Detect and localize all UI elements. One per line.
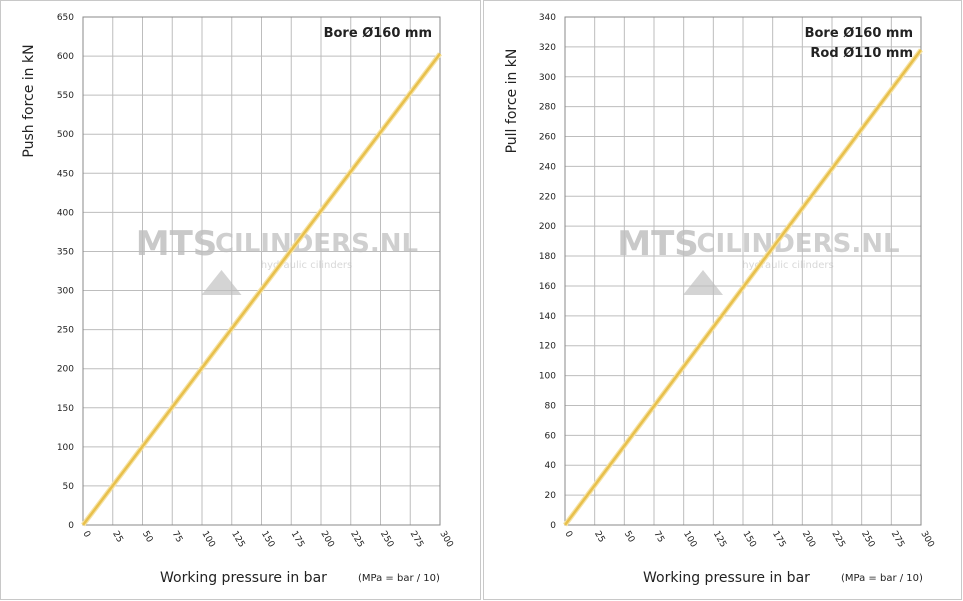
x-tick-label: 25 xyxy=(592,530,606,545)
series-line xyxy=(82,52,441,526)
y-tick-label: 350 xyxy=(57,247,74,257)
y-tick-label: 160 xyxy=(539,282,556,292)
y-tick-label: 450 xyxy=(57,169,74,179)
y-tick-label: 400 xyxy=(57,208,74,218)
x-tick-label: 75 xyxy=(170,530,184,545)
y-tick-label: 320 xyxy=(539,43,556,53)
x-tick-label: 25 xyxy=(110,530,124,545)
y-tick-label: 220 xyxy=(539,192,556,202)
x-axis-note: (MPa = bar / 10) xyxy=(841,573,923,584)
y-tick-label: 180 xyxy=(539,252,556,262)
x-tick-label: 75 xyxy=(651,530,665,545)
y-tick-label: 300 xyxy=(539,73,556,83)
x-tick-label: 0 xyxy=(562,530,574,540)
y-tick-label: 550 xyxy=(57,91,74,101)
y-tick-label: 280 xyxy=(539,103,556,113)
y-tick-label: 100 xyxy=(539,372,556,382)
x-axis-label: Working pressure in bar xyxy=(160,570,327,586)
annotation: Bore Ø160 mm xyxy=(324,26,432,41)
x-axis-label: Working pressure in bar xyxy=(643,570,810,586)
watermark: MTS xyxy=(136,224,218,264)
y-tick-label: 100 xyxy=(57,443,74,453)
y-tick-label: 260 xyxy=(539,133,556,143)
annotation: Bore Ø160 mm xyxy=(805,26,913,41)
y-tick-label: 80 xyxy=(545,401,557,411)
y-axis-label: Push force in kN xyxy=(21,44,37,157)
y-tick-label: 120 xyxy=(539,342,556,352)
x-axis-note: (MPa = bar / 10) xyxy=(358,573,440,584)
watermark: hydraulic cilinders xyxy=(261,260,352,271)
y-tick-label: 150 xyxy=(57,404,74,414)
y-tick-label: 250 xyxy=(57,326,74,336)
y-tick-label: 240 xyxy=(539,162,556,172)
y-tick-label: 340 xyxy=(539,13,556,23)
y-tick-label: 40 xyxy=(545,461,557,471)
plot-border xyxy=(82,16,441,526)
y-axis-label: Pull force in kN xyxy=(504,49,520,154)
x-tick-label: 0 xyxy=(80,530,92,540)
y-tick-label: 200 xyxy=(57,365,74,375)
annotation: Rod Ø110 mm xyxy=(810,46,913,61)
watermark: MTS xyxy=(617,224,699,264)
y-tick-label: 0 xyxy=(550,521,556,531)
watermark: hydraulic cilinders xyxy=(742,260,833,271)
plot-border xyxy=(564,16,922,526)
y-tick-label: 300 xyxy=(57,287,74,297)
series-line xyxy=(563,49,923,526)
y-tick-label: 200 xyxy=(539,222,556,232)
y-tick-label: 50 xyxy=(63,482,75,492)
y-tick-label: 140 xyxy=(539,312,556,322)
y-tick-label: 600 xyxy=(57,52,74,62)
watermark: CILINDERS.NL xyxy=(696,229,899,259)
y-tick-label: 20 xyxy=(545,491,557,501)
y-tick-label: 0 xyxy=(68,521,74,531)
y-tick-label: 650 xyxy=(57,13,74,23)
panel-border xyxy=(0,0,481,600)
y-tick-label: 500 xyxy=(57,130,74,140)
watermark: CILINDERS.NL xyxy=(215,229,418,259)
y-tick-label: 60 xyxy=(545,431,557,441)
